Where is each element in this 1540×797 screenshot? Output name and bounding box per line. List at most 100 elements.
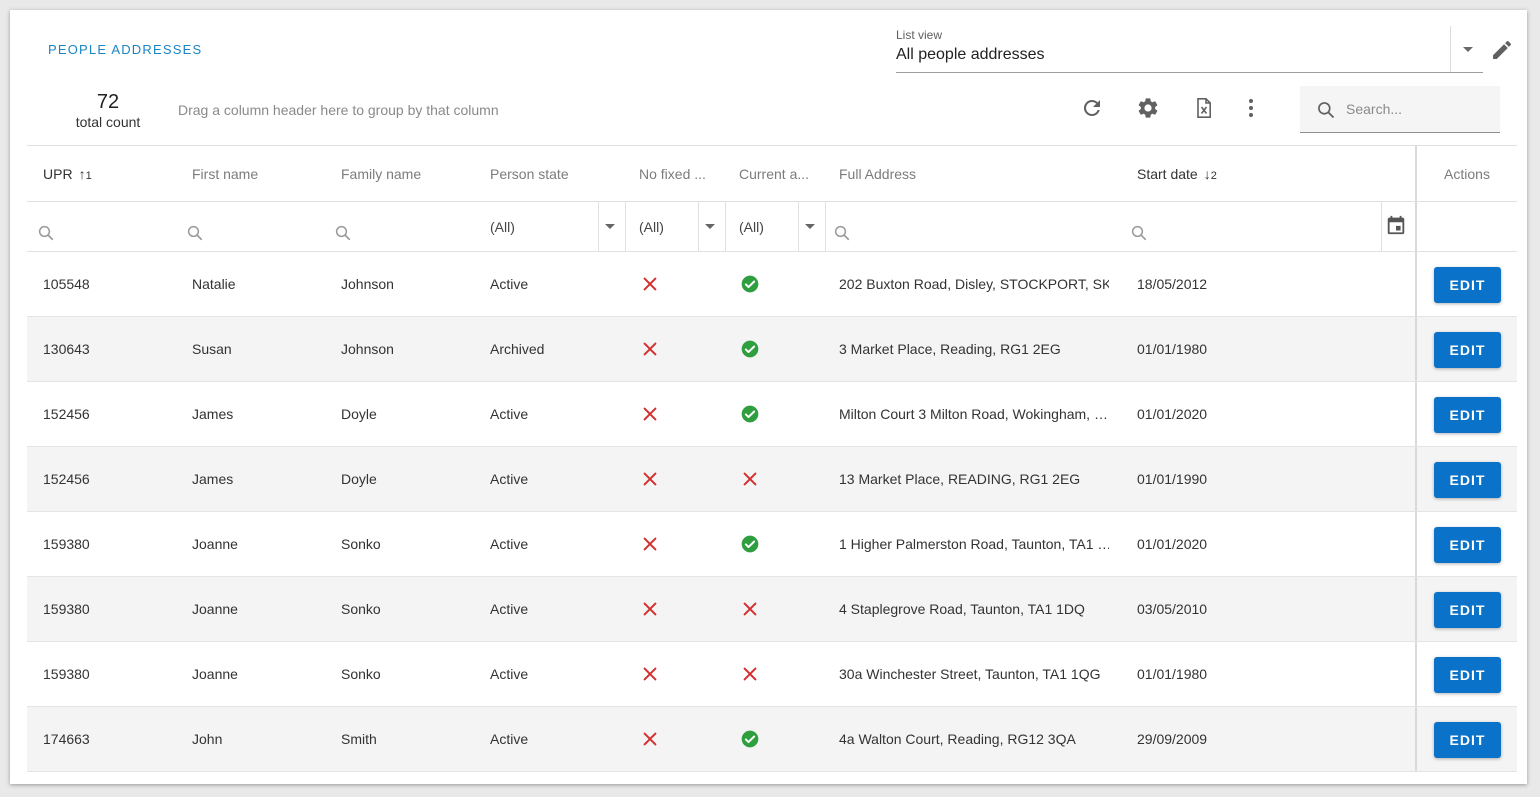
cell-person-state: Active	[490, 536, 529, 552]
cell-person-state: Active	[490, 666, 529, 682]
sort-ascending-icon: ↑1	[78, 165, 92, 182]
actions-cell: EDIT	[1415, 512, 1517, 576]
sort-descending-icon: ↓2	[1203, 165, 1217, 182]
cell-person-state: Active	[490, 471, 529, 487]
cell-family-name: Sonko	[341, 666, 381, 682]
table-row[interactable]: 174663 John Smith Active 4a Walton Court, Re…	[27, 707, 1517, 772]
refresh-icon[interactable]	[1080, 96, 1104, 120]
cell-person-state: Active	[490, 731, 529, 747]
edit-button[interactable]: EDIT	[1434, 592, 1501, 628]
edit-button[interactable]: EDIT	[1434, 332, 1501, 368]
cross-icon	[640, 577, 660, 641]
edit-button[interactable]: EDIT	[1434, 462, 1501, 498]
cell-first-name: James	[192, 471, 234, 487]
cell-family-name: Doyle	[341, 471, 377, 487]
cell-full-address: 4a Walton Court, Reading, RG12 3QA	[839, 731, 1076, 747]
filter-current-select[interactable]: (All)	[726, 202, 826, 251]
actions-cell: EDIT	[1415, 642, 1517, 706]
column-header-full-address[interactable]: Full Address	[839, 165, 917, 182]
search-input[interactable]	[1346, 98, 1486, 120]
cell-family-name: Sonko	[341, 601, 381, 617]
cell-upr: 130643	[43, 341, 90, 357]
cell-first-name: Natalie	[192, 276, 236, 292]
edit-button[interactable]: EDIT	[1434, 527, 1501, 563]
grid-filter-row: (All) (All) (All)	[27, 202, 1517, 252]
actions-cell: EDIT	[1415, 317, 1517, 381]
actions-cell: EDIT	[1415, 707, 1517, 771]
list-view-select[interactable]: List view All people addresses	[896, 26, 1483, 73]
calendar-icon[interactable]	[1385, 214, 1407, 236]
cell-start-date: 01/01/1990	[1137, 471, 1208, 487]
filter-family-name-search-icon[interactable]	[334, 224, 352, 242]
grid-body: 105548 Natalie Johnson Active 202 Buxton Roa…	[27, 252, 1517, 772]
column-header-upr[interactable]: UPR ↑1	[43, 146, 183, 201]
filter-address-search-icon[interactable]	[833, 224, 851, 242]
column-header-start-date[interactable]: Start date ↓2	[1137, 146, 1337, 201]
cell-full-address: Milton Court 3 Milton Road, Wokingham, …	[839, 406, 1108, 422]
cell-first-name: Joanne	[192, 601, 238, 617]
cell-upr: 152456	[43, 406, 90, 422]
cell-start-date: 03/05/2010	[1137, 601, 1208, 617]
cell-start-date: 01/01/1980	[1137, 666, 1208, 682]
filter-person-state-select[interactable]: (All)	[480, 202, 626, 251]
column-header-no-fixed[interactable]: No fixed ...	[639, 165, 706, 182]
table-row[interactable]: 105548 Natalie Johnson Active 202 Buxton Roa…	[27, 252, 1517, 317]
cross-icon	[640, 252, 660, 316]
check-circle-icon	[740, 382, 760, 446]
total-count-value: 72	[96, 91, 120, 113]
cross-icon	[740, 642, 760, 706]
filter-current-value: (All)	[739, 218, 764, 235]
cell-start-date: 18/05/2012	[1137, 276, 1208, 292]
actions-filter-cell	[1415, 202, 1517, 251]
cell-upr: 105548	[43, 276, 90, 292]
column-header-family-name[interactable]: Family name	[341, 165, 422, 182]
edit-button[interactable]: EDIT	[1434, 267, 1501, 303]
table-row[interactable]: 159380 Joanne Sonko Active 30a Winchester St…	[27, 642, 1517, 707]
edit-pencil-icon[interactable]	[1490, 38, 1514, 62]
filter-start-date-search-icon[interactable]	[1130, 224, 1148, 242]
table-row[interactable]: 159380 Joanne Sonko Active 1 Higher Palmerst…	[27, 512, 1517, 577]
table-row[interactable]: 152456 James Doyle Active Milton Court 3 Mil…	[27, 382, 1517, 447]
cross-icon	[640, 317, 660, 381]
table-row[interactable]: 130643 Susan Johnson Archived 3 Market Place…	[27, 317, 1517, 382]
search-box[interactable]	[1300, 86, 1500, 133]
more-options-icon[interactable]	[1239, 96, 1263, 120]
column-header-first-name[interactable]: First name	[192, 165, 259, 182]
table-row[interactable]: 159380 Joanne Sonko Active 4 Staplegrove Roa…	[27, 577, 1517, 642]
cell-full-address: 202 Buxton Road, Disley, STOCKPORT, SK…	[839, 276, 1109, 292]
cross-icon	[640, 707, 660, 771]
table-row[interactable]: 152456 James Doyle Active 13 Market Place, R…	[27, 447, 1517, 512]
dropdown-arrow-icon[interactable]	[1463, 47, 1473, 52]
edit-button[interactable]: EDIT	[1434, 657, 1501, 693]
filter-upr-search-icon[interactable]	[37, 224, 55, 242]
actions-cell: EDIT	[1415, 577, 1517, 641]
list-view-label: List view	[896, 28, 943, 42]
cell-start-date: 01/01/2020	[1137, 536, 1208, 552]
check-circle-icon	[740, 252, 760, 316]
column-header-person-state[interactable]: Person state	[490, 165, 569, 182]
export-excel-icon[interactable]	[1192, 96, 1216, 120]
people-addresses-panel: PEOPLE ADDRESSES List view All people ad…	[10, 10, 1527, 784]
edit-button[interactable]: EDIT	[1434, 397, 1501, 433]
filter-no-fixed-select[interactable]: (All)	[626, 202, 726, 251]
cell-start-date: 29/09/2009	[1137, 731, 1208, 747]
filter-first-name-search-icon[interactable]	[186, 224, 204, 242]
list-view-divider	[1450, 26, 1451, 72]
cell-family-name: Sonko	[341, 536, 381, 552]
cell-upr: 174663	[43, 731, 90, 747]
cell-upr: 159380	[43, 601, 90, 617]
check-circle-icon	[740, 512, 760, 576]
check-circle-icon	[740, 707, 760, 771]
gear-icon[interactable]	[1136, 96, 1160, 120]
cross-icon	[640, 642, 660, 706]
edit-button[interactable]: EDIT	[1434, 722, 1501, 758]
cell-family-name: Doyle	[341, 406, 377, 422]
cell-full-address: 30a Winchester Street, Taunton, TA1 1QG	[839, 666, 1101, 682]
cell-first-name: Joanne	[192, 536, 238, 552]
column-header-current-address[interactable]: Current a...	[739, 165, 810, 182]
chevron-down-icon	[805, 224, 815, 229]
data-grid: UPR ↑1 First name Family name Person stat…	[27, 145, 1517, 772]
cell-person-state: Active	[490, 276, 529, 292]
column-header-start-date-label: Start date	[1137, 165, 1198, 182]
grid-header-row: UPR ↑1 First name Family name Person stat…	[27, 145, 1517, 202]
